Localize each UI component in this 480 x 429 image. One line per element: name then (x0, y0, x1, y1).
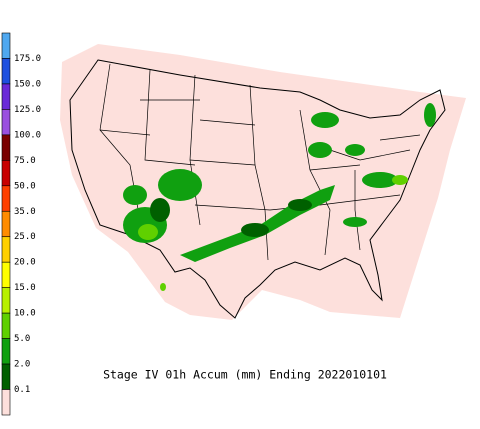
legend-swatch (1, 363, 11, 390)
domain (60, 44, 466, 320)
legend-swatch (1, 32, 11, 59)
precip-area (362, 172, 398, 188)
legend-swatch (1, 134, 11, 161)
legend-label: 175.0 (14, 54, 41, 64)
precip-area (123, 185, 147, 205)
legend-label: 20.0 (14, 258, 36, 268)
legend-label: 75.0 (14, 156, 36, 166)
precip-area (311, 112, 339, 128)
precip-area (392, 175, 408, 185)
precip-area (345, 144, 365, 156)
precip-area (343, 217, 367, 227)
legend-swatch (1, 236, 11, 263)
legend-label: 50.0 (14, 181, 36, 191)
map (60, 44, 466, 320)
legend-label: 125.0 (14, 105, 41, 115)
precip-area (308, 142, 332, 158)
legend-label: 2.0 (14, 360, 30, 370)
legend-swatch (1, 287, 11, 314)
legend-swatch (1, 210, 11, 238)
legend-label: 0.1 (14, 385, 30, 395)
legend-swatch (1, 160, 11, 187)
precip-area (424, 103, 436, 127)
legend-swatch (1, 261, 11, 288)
legend-swatch (1, 109, 11, 136)
us-border (69, 59, 446, 319)
legend-label: 100.0 (14, 130, 41, 140)
precipitation (123, 103, 436, 291)
legend-label: 150.0 (14, 79, 41, 89)
legend-label: 15.0 (14, 283, 36, 293)
legend-swatch (1, 58, 11, 85)
legend-label: 35.0 (14, 207, 36, 217)
precip-area (138, 224, 158, 240)
legend-swatch (1, 83, 11, 110)
legend-swatch (1, 185, 11, 212)
legend-label: 10.0 (14, 309, 36, 319)
legend-label: 25.0 (14, 232, 36, 242)
precip-area (150, 198, 170, 222)
precip-area (160, 283, 166, 291)
precip-area (158, 169, 202, 201)
precip-area (241, 223, 269, 237)
legend-label: 5.0 (14, 334, 30, 344)
legend-swatch (1, 389, 11, 416)
legend-swatch (1, 338, 11, 365)
map-title: Stage IV 01h Accum (mm) Ending 202201010… (103, 368, 387, 382)
precip-area (288, 199, 312, 211)
legend-swatch (1, 312, 11, 339)
legend: 175.0 150.0 125.0 100.0 75.0 50.0 35.0 25.0 20.0… (1, 32, 41, 416)
